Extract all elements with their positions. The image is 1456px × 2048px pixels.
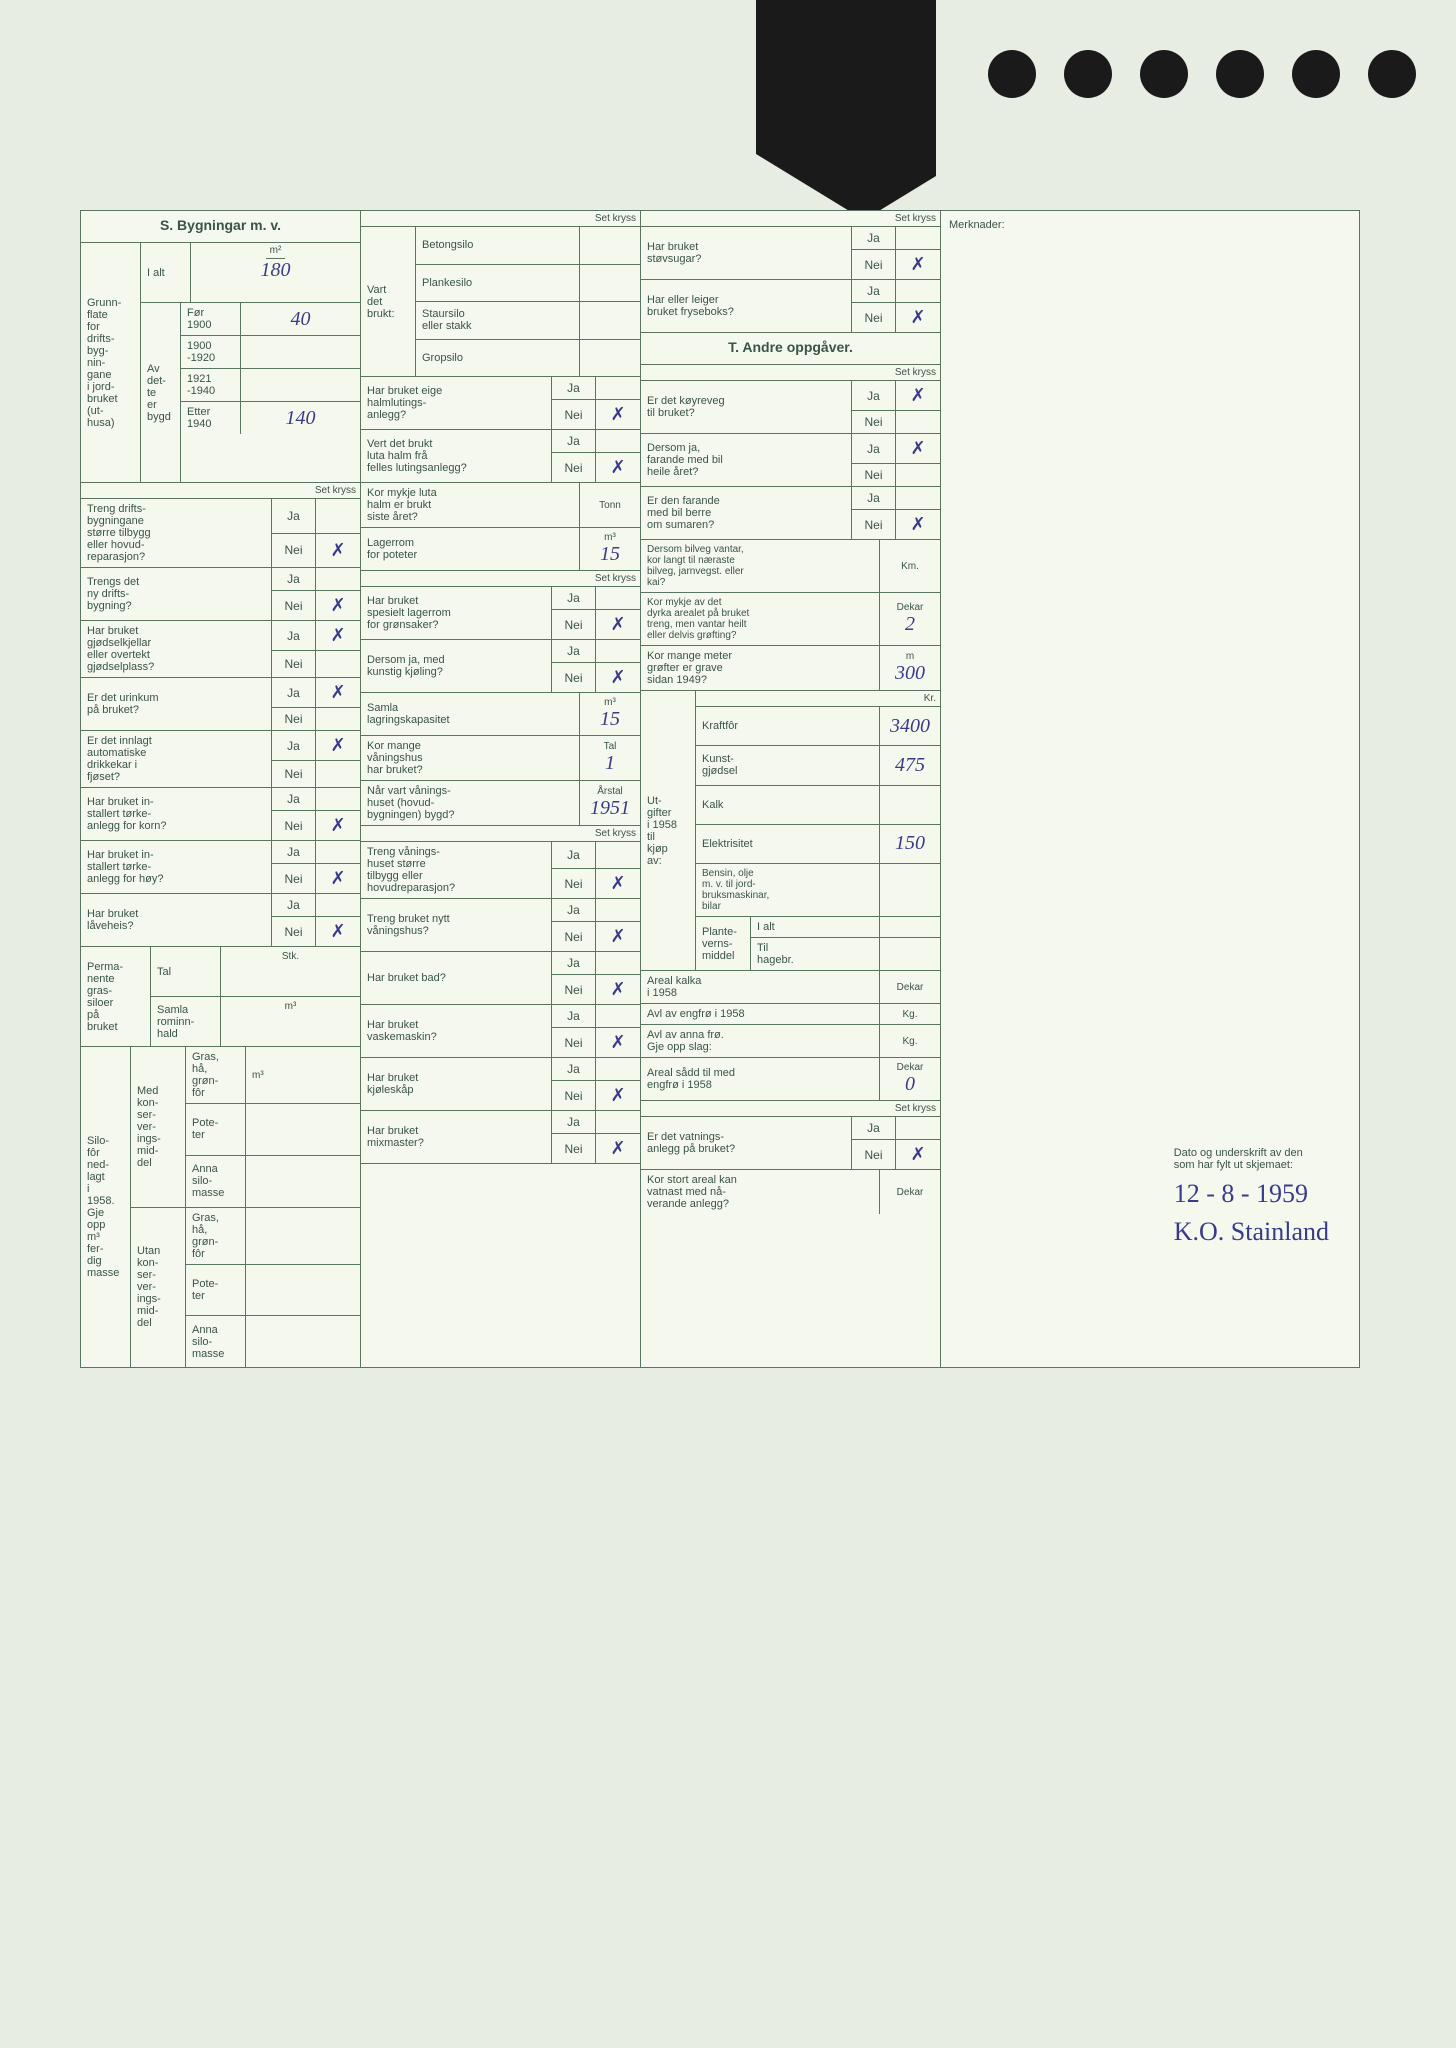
- yn-row: Trengs det ny drifts- bygning? Ja Nei✗: [81, 568, 360, 621]
- signature-name: K.O. Stainland: [1174, 1217, 1329, 1247]
- yn-row: Vert det brukt luta halm frå felles luti…: [361, 430, 640, 483]
- i-alt-value: 180: [261, 259, 291, 282]
- yn-row: Dersom ja, med kunstig kjøling? Ja Nei✗: [361, 640, 640, 693]
- yn-row: Har bruket støvsugar? Ja Nei✗: [641, 227, 940, 280]
- signature-date: 12 - 8 - 1959: [1174, 1179, 1329, 1209]
- yn-row: Har eller leiger bruket fryseboks? Ja Ne…: [641, 280, 940, 333]
- column-2: Set kryss Vart det brukt: Betongsilo Pla…: [361, 211, 641, 1367]
- section-t-header: T. Andre oppgåver.: [641, 333, 940, 365]
- section-s-header: S. Bygningar m. v.: [81, 211, 360, 243]
- yn-row: Er det køyreveg til bruket? Ja✗ Nei: [641, 381, 940, 434]
- yn-row: Treng drifts- bygningane større tilbygg …: [81, 499, 360, 568]
- yn-row: Er det urinkum på bruket? Ja✗ Nei: [81, 678, 360, 731]
- column-3: Set kryss Har bruket støvsugar? Ja Nei✗ …: [641, 211, 941, 1367]
- yn-row: Har bruket kjøleskåp Ja Nei✗: [361, 1058, 640, 1111]
- signature-block: Dato og underskrift av den som har fylt …: [1174, 1147, 1329, 1247]
- yn-row: Har bruket låveheis? Ja Nei✗: [81, 894, 360, 947]
- yn-row: Dersom ja, farande med bil heile året? J…: [641, 434, 940, 487]
- yn-row: Har bruket in- stallert tørke- anlegg fo…: [81, 788, 360, 841]
- column-s-buildings: S. Bygningar m. v. Grunn- flate for drif…: [81, 211, 361, 1367]
- grunnflate-label: Grunn- flate for drifts- byg- nin- gane …: [81, 243, 141, 482]
- yn-row: Treng vånings- huset større tilbygg elle…: [361, 842, 640, 899]
- merknader-label: Merknader:: [949, 219, 1351, 231]
- yn-row: Har bruket eige halmlutings- anlegg? Ja …: [361, 377, 640, 430]
- yn-row: Har bruket bad? Ja Nei✗: [361, 952, 640, 1005]
- yn-row: Treng bruket nytt våningshus? Ja Nei✗: [361, 899, 640, 952]
- punch-holes: [988, 50, 1416, 98]
- yn-row: Har bruket spesielt lagerrom for grønsak…: [361, 587, 640, 640]
- yn-row: Har bruket gjødselkjellar eller overtekt…: [81, 621, 360, 678]
- yn-row: Er den farande med bil berre om sumaren?…: [641, 487, 940, 540]
- census-form: S. Bygningar m. v. Grunn- flate for drif…: [80, 210, 1360, 1368]
- merknader-column: Merknader: Dato og underskrift av den so…: [941, 211, 1359, 1367]
- yn-row: Har bruket in- stallert tørke- anlegg fo…: [81, 841, 360, 894]
- yn-row: Har bruket vaskemaskin? Ja Nei✗: [361, 1005, 640, 1058]
- yn-row: Har bruket mixmaster? Ja Nei✗: [361, 1111, 640, 1164]
- yn-row: Er det innlagt automatiske drikkekar i f…: [81, 731, 360, 788]
- corner-notch: [756, 0, 936, 220]
